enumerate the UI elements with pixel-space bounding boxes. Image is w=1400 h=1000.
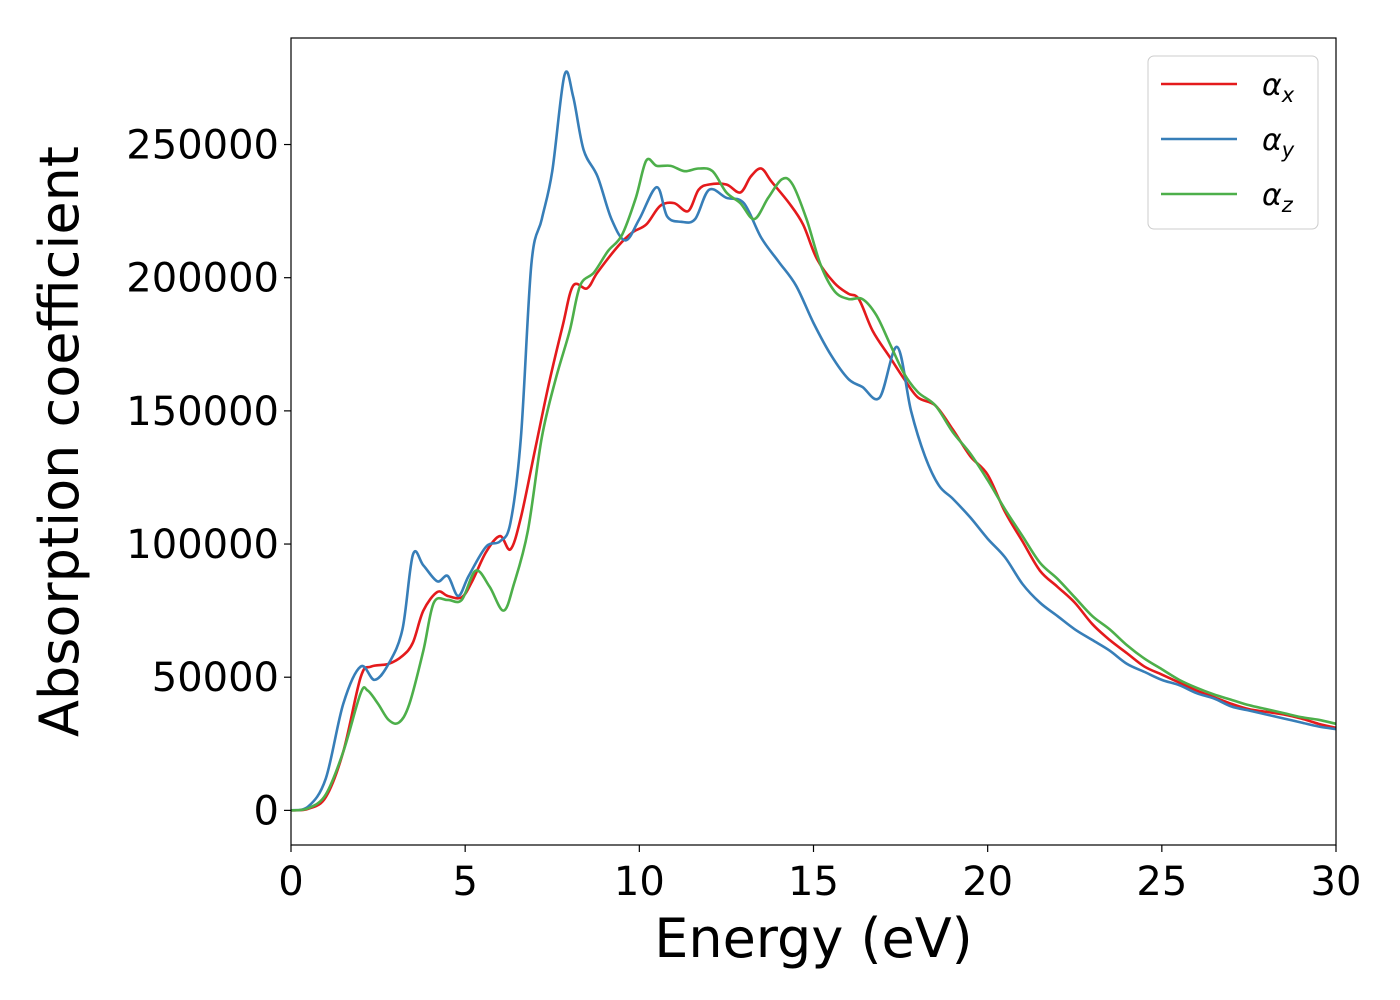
y-tick-label: 100000 bbox=[126, 522, 279, 568]
legend-box bbox=[1147, 55, 1319, 230]
y-tick-label: 50000 bbox=[152, 655, 279, 701]
series-layer bbox=[291, 70, 1336, 812]
series-line-x bbox=[291, 167, 1336, 812]
x-tick-label: 5 bbox=[452, 859, 477, 905]
series-line-z bbox=[291, 157, 1336, 812]
x-tick-label: 10 bbox=[614, 859, 665, 905]
ticks-layer: 0 5 10 15 20 25 30 0 50000 100000 150000 200000 2500… bbox=[126, 123, 1361, 905]
y-axis-label: Absorption coefficient bbox=[28, 146, 91, 737]
x-tick-label: 0 bbox=[278, 859, 303, 905]
y-tick-label: 0 bbox=[254, 788, 279, 834]
y-tick-label: 250000 bbox=[126, 123, 279, 169]
x-tick-label: 30 bbox=[1311, 859, 1362, 905]
x-tick-label: 25 bbox=[1136, 859, 1187, 905]
x-axis-label: Energy (eV) bbox=[654, 907, 973, 970]
x-tick-label: 20 bbox=[962, 859, 1013, 905]
x-tick-label: 15 bbox=[788, 859, 839, 905]
y-tick-label: 150000 bbox=[126, 389, 279, 435]
series-line-y bbox=[291, 70, 1336, 812]
y-tick-label: 200000 bbox=[126, 256, 279, 302]
